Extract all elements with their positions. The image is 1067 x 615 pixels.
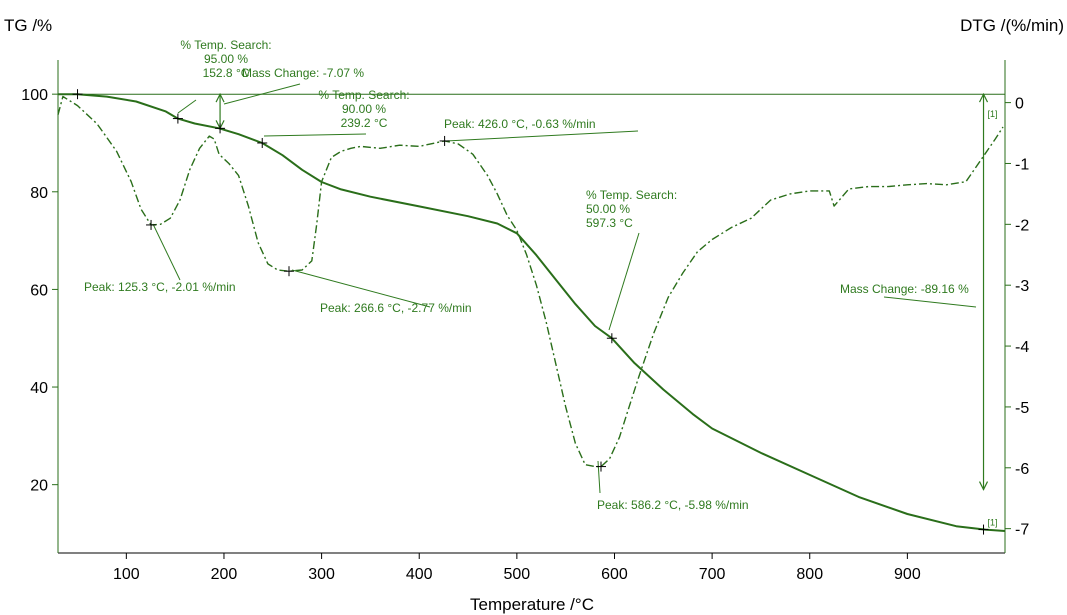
annotation-leader: [883, 296, 977, 308]
annotation-text: % Temp. Search:: [180, 38, 271, 52]
y-left-tick-label: 40: [30, 380, 48, 397]
point-marker: [283, 266, 294, 277]
x-tick-label: 100: [113, 566, 140, 583]
x-tick-label: 800: [796, 566, 823, 583]
x-tick-label: 600: [601, 566, 628, 583]
annotation: Mass Change: -7.07 %: [223, 66, 364, 105]
annotation: % Temp. Search:90.00 %239.2 °C: [263, 88, 410, 137]
y-left-tick-label: 100: [21, 87, 48, 104]
y-left-tick-label: 80: [30, 185, 48, 202]
annotation-leader: [223, 83, 301, 105]
annotation-text: 90.00 %: [342, 102, 386, 116]
y-axis-left-title: TG /%: [4, 16, 52, 35]
annotation-leader: [152, 223, 181, 281]
series-layer: [57, 93, 1006, 532]
annotation-leader: [177, 99, 197, 114]
annotation-leader: [597, 460, 601, 494]
x-tick-label: 400: [406, 566, 433, 583]
annotation-text: 152.8 °C: [203, 66, 250, 80]
annotation-text: 95.00 %: [204, 52, 248, 66]
y-right-tick-label: -6: [1015, 461, 1029, 478]
annotation-leader: [445, 130, 639, 142]
annotation-text: % Temp. Search:: [318, 88, 409, 102]
point-marker: [257, 137, 268, 148]
x-tick-label: 900: [894, 566, 921, 583]
x-tick-label: 500: [504, 566, 531, 583]
y-left-tick-label: 60: [30, 282, 48, 299]
point-marker: [72, 89, 83, 100]
point-marker: [215, 123, 226, 134]
x-tick-label: 200: [211, 566, 238, 583]
y-right-tick-label: -2: [1015, 217, 1029, 234]
x-tick-label: 700: [699, 566, 726, 583]
annotation-text: Peak: 266.6 °C, -2.77 %/min: [320, 301, 472, 315]
annotation-text: 50.00 %: [586, 202, 630, 216]
annotation: % Temp. Search:95.00 %152.8 °C: [177, 38, 272, 114]
annotation-text: Peak: 125.3 °C, -2.01 %/min: [84, 280, 236, 294]
annotation: Peak: 266.6 °C, -2.77 %/min: [291, 269, 472, 315]
annotation: Peak: 125.3 °C, -2.01 %/min: [84, 223, 236, 294]
annotation-leader: [263, 133, 367, 137]
annotation: Peak: 426.0 °C, -0.63 %/min: [444, 117, 639, 142]
point-marker: [146, 219, 157, 230]
point-marker: [978, 524, 989, 535]
axis-ticks: 100 200 300 400 500 600 700 800 900 20 40 60 80 100 0 -…: [21, 87, 1029, 583]
x-axis-title: Temperature /°C: [470, 595, 594, 614]
point-marker: [172, 113, 183, 124]
curve-ref-label: [1]: [987, 109, 997, 119]
y-right-tick-label: -1: [1015, 156, 1029, 173]
annotation-text: % Temp. Search:: [586, 188, 677, 202]
dtg-curve: [57, 95, 1004, 468]
y-right-tick-label: -3: [1015, 278, 1029, 295]
marker-layer: [1] [1]: [72, 89, 997, 535]
annotation: Peak: 586.2 °C, -5.98 %/min: [597, 460, 749, 512]
curve-ref-label: [1]: [987, 518, 997, 528]
annotation: % Temp. Search:50.00 %597.3 °C: [586, 188, 677, 331]
annotation-text: Peak: 586.2 °C, -5.98 %/min: [597, 498, 749, 512]
annotation-text: 597.3 °C: [586, 216, 633, 230]
annotation-text: 239.2 °C: [341, 116, 388, 130]
annotation-text: Mass Change: -89.16 %: [840, 282, 969, 296]
annotation: Mass Change: -89.16 %: [840, 282, 977, 308]
annotation-leader: [608, 232, 640, 331]
y-right-tick-label: 0: [1015, 96, 1024, 113]
point-marker: [439, 135, 450, 146]
y-right-tick-label: -5: [1015, 400, 1029, 417]
point-marker: [606, 333, 617, 344]
y-axis-right-title: DTG /(%/min): [960, 16, 1064, 35]
y-right-tick-label: -4: [1015, 339, 1029, 356]
annotation-text: Peak: 426.0 °C, -0.63 %/min: [444, 117, 596, 131]
y-right-tick-label: -7: [1015, 522, 1029, 539]
annotation-leader: [291, 269, 431, 308]
tg-curve: [58, 93, 1006, 532]
point-marker: [596, 461, 607, 472]
y-left-tick-label: 20: [30, 478, 48, 495]
annotation-text: Mass Change: -7.07 %: [242, 66, 364, 80]
x-tick-label: 300: [308, 566, 335, 583]
